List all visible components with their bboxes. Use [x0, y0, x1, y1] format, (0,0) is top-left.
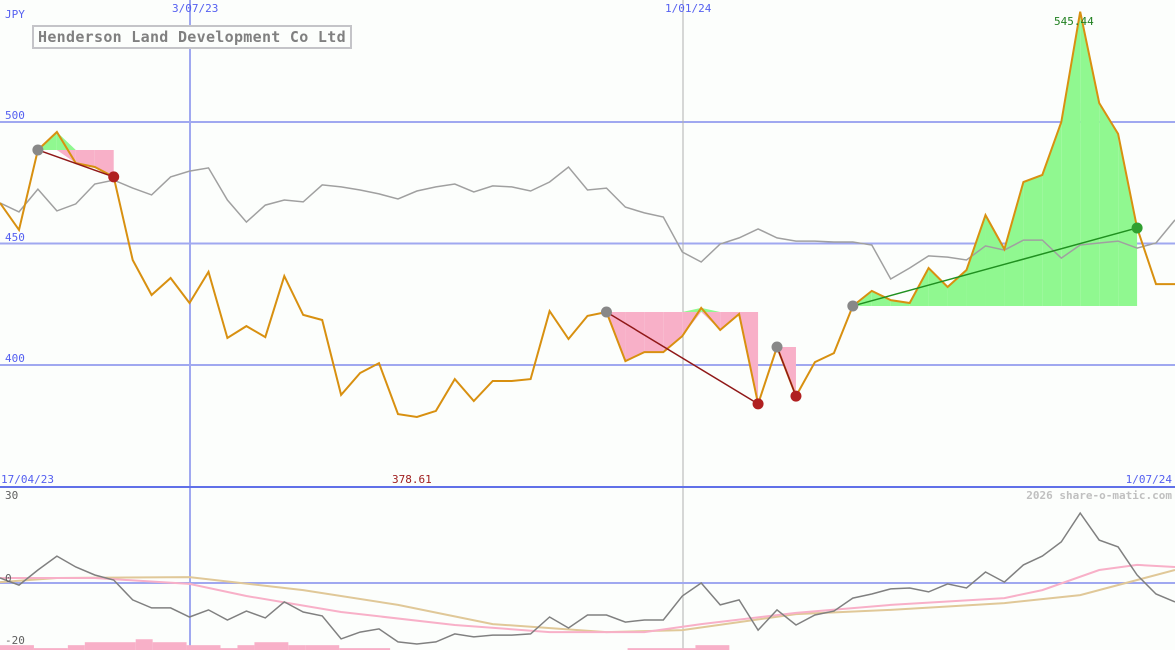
histogram-bar: [305, 645, 340, 650]
x-tick-label: 1/01/24: [665, 2, 712, 15]
gain-area: [966, 215, 986, 306]
sell-marker: [1131, 222, 1143, 234]
x-end-label: 1/07/24: [1125, 473, 1172, 486]
sell-marker: [790, 390, 802, 402]
watermark: 2026 share-o-matic.com: [1026, 489, 1172, 502]
sell-marker: [752, 398, 764, 410]
comparison-line: [0, 165, 1175, 281]
loss-area: [625, 312, 645, 362]
y-tick-label: 450: [5, 231, 25, 244]
price-line: [0, 11, 1175, 419]
x-tick-label: 3/07/23: [172, 2, 219, 15]
gain-area: [985, 215, 1005, 306]
gain-area: [1080, 11, 1100, 306]
histogram-bar: [33, 648, 68, 650]
histogram-bar: [339, 648, 391, 650]
histogram-bar: [237, 645, 255, 650]
histogram-bar: [254, 642, 289, 650]
gain-area: [1042, 122, 1062, 306]
loss-area: [644, 312, 664, 353]
oscillator-line: [0, 511, 1175, 645]
gain-area: [928, 268, 948, 306]
min-price-label: 378.61: [392, 473, 432, 486]
chart-title: Henderson Land Development Co Ltd: [32, 25, 352, 49]
gain-area: [701, 307, 721, 313]
sell-marker: [108, 171, 120, 183]
loss-area: [75, 149, 95, 167]
loss-area: [682, 312, 702, 337]
histogram-bar: [627, 648, 696, 650]
gain-area: [1099, 103, 1119, 306]
histogram-bar: [288, 645, 306, 650]
histogram-bar: [695, 645, 730, 650]
loss-area: [56, 149, 76, 164]
trade-line: [852, 227, 1138, 307]
loss-area: [94, 149, 114, 177]
gain-area: [1061, 11, 1081, 306]
buy-marker: [771, 341, 783, 353]
trade-line: [37, 149, 114, 178]
gain-area: [682, 307, 702, 313]
histogram-bar: [0, 645, 34, 650]
histogram-bar: [67, 645, 85, 650]
max-price-label: 545.44: [1054, 15, 1094, 28]
buy-marker: [600, 306, 612, 318]
y-tick-label: 500: [5, 109, 25, 122]
buy-marker: [32, 144, 44, 156]
loss-area: [663, 312, 683, 353]
histogram-bar: [84, 642, 136, 650]
gain-area: [947, 269, 967, 306]
y-axis-unit: JPY: [5, 8, 25, 21]
trade-line: [606, 311, 759, 405]
fast-ma-line: [0, 563, 1175, 634]
gain-area: [1118, 133, 1138, 306]
buy-marker: [847, 300, 859, 312]
trade-line: [776, 346, 797, 397]
histogram-bar: [152, 642, 187, 650]
osc-tick-label: -20: [5, 634, 25, 647]
osc-tick-label: 30: [5, 489, 19, 502]
gain-area: [1004, 182, 1024, 306]
loss-area: [701, 312, 721, 331]
gain-area: [56, 131, 76, 150]
histogram-bar: [220, 648, 238, 650]
x-start-label: 17/04/23: [1, 473, 54, 486]
histogram-bar: [186, 645, 221, 650]
y-tick-label: 400: [5, 352, 25, 365]
histogram-bar: [135, 639, 153, 650]
osc-tick-label: 0: [5, 572, 12, 585]
